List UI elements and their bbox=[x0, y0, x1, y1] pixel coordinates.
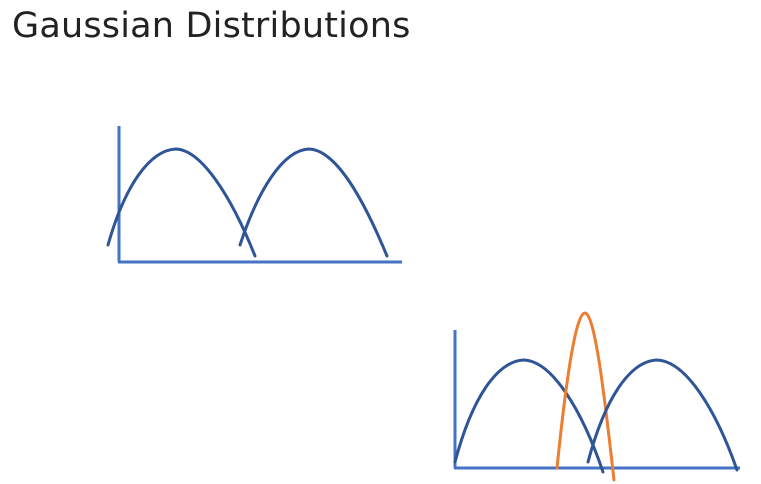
diagram-three-gaussians bbox=[453, 311, 740, 482]
gaussian-curve-right bbox=[586, 358, 739, 472]
gaussian-curve-left bbox=[453, 358, 605, 474]
gaussian-curve-left bbox=[106, 147, 257, 258]
diagram-two-gaussians bbox=[106, 126, 402, 264]
gaussian-curve-narrow bbox=[555, 311, 616, 482]
gaussian-curve-right bbox=[238, 147, 389, 258]
slide-title: Gaussian Distributions bbox=[12, 6, 411, 46]
